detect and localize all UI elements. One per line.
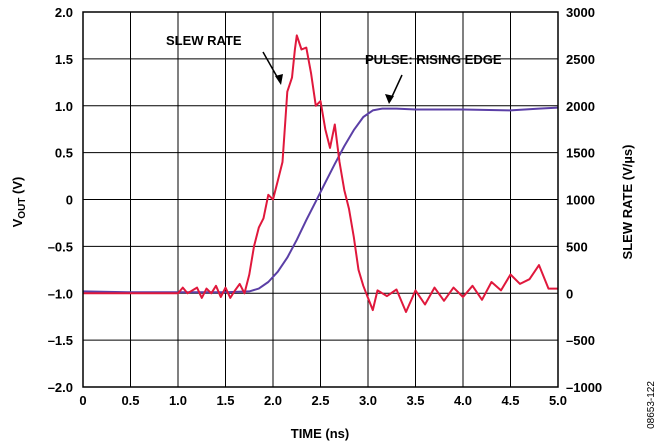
x-tick-label: 1.5 [216,393,234,408]
x-tick-label: 3.0 [359,393,377,408]
x-tick-label: 4.5 [501,393,519,408]
slew-series-line [83,34,558,313]
slew-rate-annotation: SLEW RATE [166,33,242,48]
x-tick-label: 0.5 [121,393,139,408]
y-left-tick-label: 0.5 [55,146,73,161]
figure-id: 08653-122 [646,381,657,429]
x-tick-label: 2.5 [311,393,329,408]
y-left-tick-label: –2.0 [48,380,73,395]
y-right-tick-label: 1000 [566,193,595,208]
y-right-tick-label: 3000 [566,5,595,20]
pulse-arrowhead [385,94,394,104]
y-right-tick-label: –1000 [566,380,602,395]
pulse-annotation: PULSE: RISING EDGE [365,52,502,67]
y-left-tick-label: 1.5 [55,52,73,67]
y-left-tick-label: –0.5 [48,239,73,254]
y-left-tick-label: 2.0 [55,5,73,20]
y-right-tick-label: 0 [566,286,573,301]
plot-frame [82,11,559,388]
pulse-series-line [82,106,559,294]
y-left-tick-label: –1.5 [48,333,73,348]
x-tick-label: 5.0 [549,393,567,408]
y-right-tick-label: 500 [566,239,588,254]
grid-lines [83,12,558,387]
x-tick-labels: 0 0.5 1.0 1.5 2.0 2.5 3.0 3.5 4.0 4.5 5.0 [79,393,567,408]
y-right-tick-labels: –1000 –500 0 500 1000 1500 2000 2500 3000 [566,5,602,395]
x-tick-label: 0 [79,393,86,408]
slew-rate-arrowhead [275,74,283,85]
y-right-tick-label: 2500 [566,52,595,67]
x-tick-label: 1.0 [169,393,187,408]
x-tick-label: 3.5 [406,393,424,408]
x-axis-title: TIME (ns) [291,426,350,441]
y-right-tick-label: 1500 [566,146,595,161]
y-left-tick-labels: –2.0 –1.5 –1.0 –0.5 0 0.5 1.0 1.5 2.0 [48,5,73,395]
x-tick-label: 4.0 [454,393,472,408]
y-right-axis-title: SLEW RATE (V/µs) [620,145,635,260]
y-left-tick-label: 1.0 [55,99,73,114]
y-left-axis-title: VOUT (V) [10,177,28,228]
y-left-tick-label: –1.0 [48,286,73,301]
series-group [82,34,559,313]
x-tick-label: 2.0 [264,393,282,408]
y-right-tick-label: 2000 [566,99,595,114]
y-left-tick-label: 0 [66,193,73,208]
y-right-tick-label: –500 [566,333,595,348]
